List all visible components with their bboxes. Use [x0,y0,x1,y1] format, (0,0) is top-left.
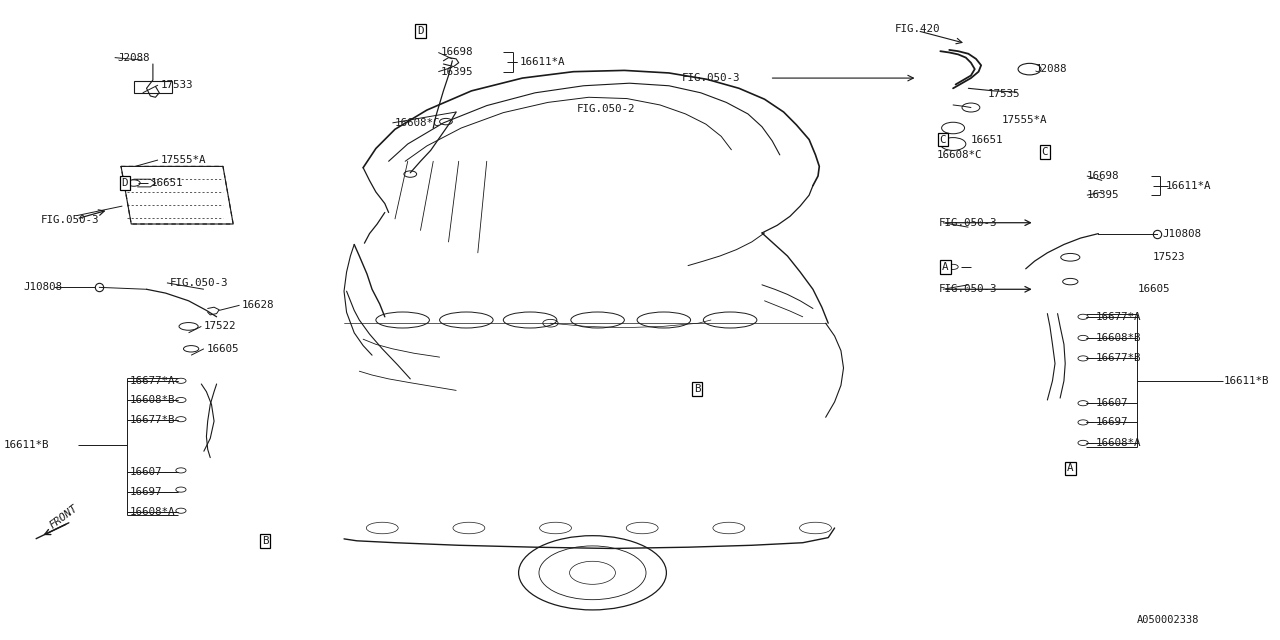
Text: 16697: 16697 [131,486,163,497]
Text: A050002338: A050002338 [1137,614,1199,625]
Text: 17533: 17533 [160,80,193,90]
Text: FRONT: FRONT [47,503,79,531]
Text: 17555*A: 17555*A [1001,115,1047,125]
Text: FIG.050-3: FIG.050-3 [682,73,740,83]
Text: FIG.050-3: FIG.050-3 [940,218,997,228]
Text: 17535: 17535 [987,89,1020,99]
Text: A: A [1068,463,1074,474]
Circle shape [539,546,646,600]
Text: 16677*B: 16677*B [1096,353,1142,364]
Text: FIG.050-3: FIG.050-3 [41,214,100,225]
Text: C: C [1042,147,1048,157]
Text: 16608*C: 16608*C [937,150,982,160]
Text: B: B [262,536,269,546]
Text: 16608*B: 16608*B [131,395,175,405]
Text: 16677*A: 16677*A [1096,312,1142,322]
Text: 16628: 16628 [242,300,275,310]
Text: J2088: J2088 [1034,64,1068,74]
Text: 16395: 16395 [440,67,474,77]
Text: 17522: 17522 [204,321,237,332]
Text: 16611*A: 16611*A [520,57,566,67]
Text: 16608*C: 16608*C [396,118,440,128]
Text: FIG.050-2: FIG.050-2 [577,104,636,114]
Text: 16697: 16697 [1096,417,1128,428]
Text: 16698: 16698 [1087,171,1120,181]
Bar [134,81,172,93]
Text: 16677*B: 16677*B [131,415,175,425]
Text: J10808: J10808 [23,282,61,292]
Text: 16651: 16651 [150,178,183,188]
Text: 16608*A: 16608*A [1096,438,1142,448]
Text: 16607: 16607 [131,467,163,477]
Text: 16677*A: 16677*A [131,376,175,386]
Text: 16608*B: 16608*B [1096,333,1142,343]
Text: FIG.420: FIG.420 [895,24,940,34]
Text: 16611*B: 16611*B [1224,376,1268,386]
Text: 16605: 16605 [206,344,239,354]
Circle shape [570,561,616,584]
Text: 16698: 16698 [440,47,474,58]
Text: 17555*A: 17555*A [160,155,206,165]
Text: B: B [694,384,700,394]
Text: 16395: 16395 [1087,190,1120,200]
Text: FIG.050-3: FIG.050-3 [940,284,997,294]
Text: FIG.050-3: FIG.050-3 [169,278,228,288]
Text: 16611*B: 16611*B [4,440,50,450]
Text: J10808: J10808 [1162,228,1201,239]
Circle shape [518,536,667,610]
Text: A: A [942,262,948,272]
Text: 16651: 16651 [972,134,1004,145]
Text: 16607: 16607 [1096,398,1128,408]
Text: C: C [940,134,946,145]
Text: 17523: 17523 [1153,252,1185,262]
Text: J2088: J2088 [118,52,150,63]
Text: D: D [417,26,424,36]
Text: 16605: 16605 [1138,284,1170,294]
Text: 16611*A: 16611*A [1166,180,1211,191]
Text: 16608*A: 16608*A [131,507,175,517]
Text: D: D [122,178,128,188]
